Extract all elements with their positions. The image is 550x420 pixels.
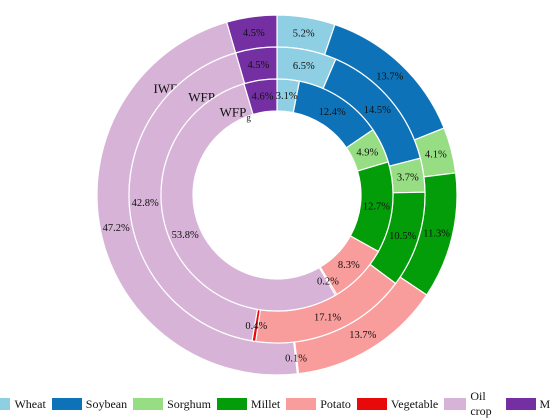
legend-swatch (216, 398, 247, 410)
data-label-iwfp-potato: 13.7% (349, 330, 376, 341)
legend-label: Millet (250, 396, 281, 411)
data-label-wfpg-vegetable: 0.2% (317, 277, 339, 288)
legend-label: Sorghum (167, 396, 211, 411)
legend-label: Oil crop (470, 389, 492, 418)
data-label-iwfp-maize: 4.5% (243, 28, 265, 39)
legend-label: Soybean (85, 396, 128, 411)
data-label-wfpg-soybean: 12.4% (319, 107, 346, 118)
legend-label: Wheat (14, 396, 46, 411)
legend-label: Vegetable (390, 396, 439, 411)
ring-iwfp: 5.2% 13.7% 4.1% 11.3% 13.7% 0.1% 47.2% 4.5% (96, 14, 458, 376)
legend-item-potato: Potato (286, 397, 351, 412)
legend-label: Potato (320, 396, 351, 411)
data-label-wfpb-oil-crop: 42.8% (132, 198, 159, 209)
legend-item-oil-crop: Oil crop (444, 389, 499, 419)
legend-swatch (356, 398, 387, 410)
legend-swatch (505, 398, 536, 410)
legend: Wheat Soybean Sorghum Millet Potato Vegetable… (0, 389, 550, 419)
data-label-wfpb-soybean: 14.5% (364, 105, 391, 116)
legend-item-vegetable: Vegetable (356, 396, 439, 412)
data-label-wfpb-maize: 4.5% (247, 60, 269, 71)
data-label-wfpg-oil-crop: 53.8% (172, 230, 199, 241)
data-label-wfpb-millet: 10.5% (389, 231, 416, 242)
legend-swatch (286, 398, 317, 410)
legend-item-sorghum: Sorghum (133, 397, 211, 412)
data-label-wfpb-potato: 17.1% (314, 312, 341, 323)
legend-swatch (133, 398, 164, 410)
data-label-iwfp-oil-crop: 47.2% (103, 223, 130, 234)
ring-wfpb: 6.5% 14.5% 3.7% 10.5% 17.1% 0.4% 42.8% 4.5% (128, 46, 426, 344)
legend-item-wheat: Wheat (0, 397, 46, 412)
data-label-iwfp-vegetable: 0.1% (285, 353, 307, 364)
slice-wfpg-oil-crop (160, 83, 337, 312)
slice-wfpg-maize (243, 78, 278, 116)
legend-swatch (51, 398, 82, 410)
ring-wfpg: 3.1% 12.4% 4.9% 12.7% 8.3% 0.2% 53.8% 4.6% (160, 78, 394, 312)
legend-item-millet: Millet (216, 396, 281, 412)
data-label-wfpg-potato: 8.3% (338, 260, 360, 271)
legend-swatch (0, 398, 11, 410)
data-label-wfpb-wheat: 6.5% (293, 61, 315, 72)
legend-item-maize: Maize (505, 396, 550, 412)
data-label-wfpg-millet: 12.7% (363, 201, 390, 212)
data-label-wfpg-maize: 4.6% (252, 92, 274, 103)
legend-item-soybean: Soybean (51, 396, 128, 412)
data-label-iwfp-wheat: 5.2% (293, 29, 315, 40)
data-label-wfpg-sorghum: 4.9% (356, 148, 378, 159)
data-label-iwfp-sorghum: 4.1% (425, 150, 447, 161)
data-label-wfpb-sorghum: 3.7% (397, 173, 419, 184)
legend-label: Maize (539, 396, 550, 411)
ring-name-wfpg: WFPg (220, 104, 252, 122)
data-label-wfpb-vegetable: 0.4% (245, 321, 267, 332)
data-label-iwfp-millet: 11.3% (423, 228, 450, 239)
data-label-iwfp-soybean: 13.7% (376, 71, 403, 82)
legend-swatch (444, 398, 467, 410)
data-label-wfpg-wheat: 3.1% (276, 91, 298, 102)
